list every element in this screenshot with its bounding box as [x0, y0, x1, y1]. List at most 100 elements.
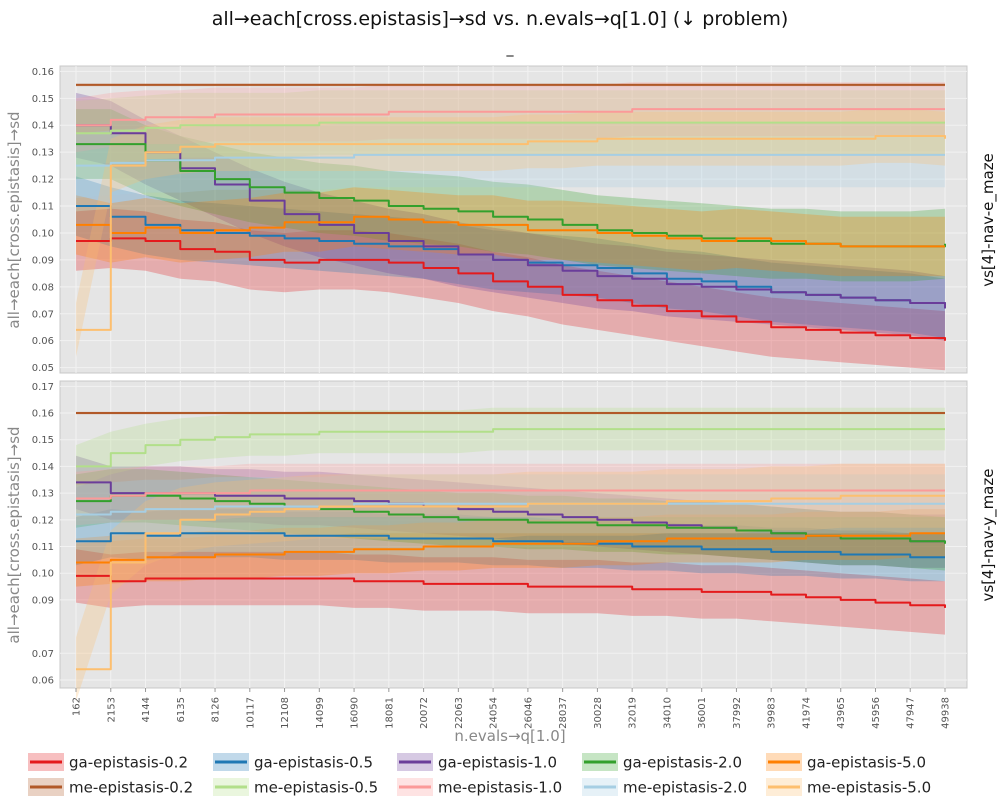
line-me-epistasis-2-0 [76, 153, 945, 167]
line-me-epistasis-0-5 [76, 121, 945, 135]
legend-label: ga-epistasis-0.2 [69, 754, 188, 772]
legend-label: me-epistasis-1.0 [438, 779, 562, 797]
line-ga-epistasis-0-2 [76, 574, 946, 608]
x-tick-label: 10117 [245, 697, 256, 729]
legend-label: me-epistasis-5.0 [807, 779, 931, 797]
y-tick-label: 0.12 [32, 515, 54, 526]
x-tick-label: 20072 [419, 697, 430, 729]
x-tick-label: 22063 [454, 697, 465, 729]
line-me-epistasis-0-5 [76, 428, 945, 468]
y-tick-label: 0.06 [32, 675, 54, 686]
y-tick-label: 0.09 [32, 595, 54, 606]
x-tick-label: 16090 [350, 697, 361, 729]
legend-label: ga-epistasis-1.0 [438, 754, 557, 772]
x-tick-label: 49938 [941, 697, 952, 729]
band-ga-epistasis-1-0 [76, 92, 945, 341]
series-lines [76, 412, 946, 671]
y-tick-label: 0.13 [32, 489, 54, 500]
x-tick-label: 26046 [523, 697, 534, 729]
y-tick-label: 0.09 [32, 255, 54, 266]
legend-item-me-epistasis-2-0: me-epistasis-2.0 [582, 778, 747, 797]
y-tick-label: 0.15 [32, 435, 54, 446]
band-me-epistasis-5-0 [76, 463, 945, 702]
legend-item-ga-epistasis-2-0: ga-epistasis-2.0 [582, 753, 742, 772]
x-axis-label: n.evals→q[1.0] [454, 727, 565, 745]
legend-item-ga-epistasis-1-0: ga-epistasis-1.0 [397, 753, 557, 772]
legend-label: ga-epistasis-0.5 [254, 754, 373, 772]
y-tick-label: 0.17 [32, 382, 54, 393]
facet-label-y-maze: vs[4]-nav-y_maze [979, 469, 998, 602]
band-me-epistasis-2-0 [76, 122, 945, 198]
x-tick-label: 8126 [211, 697, 222, 722]
line-me-epistasis-1-0 [76, 489, 945, 500]
x-tick-label: 12108 [280, 697, 291, 729]
legend-item-ga-epistasis-0-5: ga-epistasis-0.5 [213, 753, 373, 772]
x-tick-label: 39983 [767, 697, 778, 729]
facet-label-e-maze: vs[4]-nav-e_maze [979, 153, 998, 287]
legend-item-me-epistasis-0-2: me-epistasis-0.2 [28, 778, 193, 797]
band-me-epistasis-5-0 [76, 109, 945, 357]
y-tick-label: 0.16 [32, 409, 54, 420]
line-ga-epistasis-1-0 [76, 124, 946, 309]
x-tick-label: 41974 [802, 697, 813, 729]
y-tick-label: 0.08 [32, 282, 54, 293]
y-tick-label: 0.15 [32, 94, 54, 105]
line-ga-epistasis-0-5 [76, 532, 945, 559]
y-tick-label: 0.11 [32, 542, 54, 553]
line-ga-epistasis-5-0 [76, 215, 945, 248]
x-tick-label: 32019 [628, 697, 639, 729]
legend: ga-epistasis-0.2 ga-epistasis-0.5 ga-epist… [28, 753, 931, 797]
legend-label: me-epistasis-2.0 [623, 779, 747, 797]
panel-e-maze: 0.05 0.06 0.07 0.08 0.09 0.10 0.11 0.12 0.13 0.14… [32, 65, 968, 374]
y-tick-label: 0.07 [32, 309, 54, 320]
y-tick-label: 0.12 [32, 175, 54, 186]
line-me-epistasis-1-0 [76, 108, 945, 127]
line-me-epistasis-2-0 [76, 502, 945, 516]
series-lines [76, 83, 946, 341]
x-tick-label: 37992 [732, 697, 743, 729]
legend-label: me-epistasis-0.5 [254, 779, 378, 797]
y-tick-label: 0.13 [32, 148, 54, 159]
chart-subtitle: _ [506, 41, 515, 57]
x-tick-label: 36001 [697, 697, 708, 729]
chart-title: all→each[cross.epistasis]→sd vs. n.evals… [212, 8, 789, 30]
plot-background [59, 380, 968, 689]
band-me-epistasis-1-0 [76, 82, 945, 153]
band-me-epistasis-2-0 [76, 474, 945, 544]
x-tick-label: 18081 [384, 697, 395, 729]
band-ga-epistasis-0-5 [76, 176, 945, 338]
panel-y-maze: 0.06 0.07 0.09 0.10 0.11 0.12 0.13 0.14 0.15 0.16… [32, 380, 968, 702]
line-ga-epistasis-5-0 [76, 532, 945, 564]
legend-label: ga-epistasis-5.0 [807, 754, 926, 772]
legend-label: ga-epistasis-2.0 [623, 754, 742, 772]
legend-item-ga-epistasis-5-0: ga-epistasis-5.0 [766, 753, 926, 772]
line-ga-epistasis-0-2 [76, 237, 946, 341]
x-tick-label: 30028 [593, 697, 604, 729]
y-tick-label: 0.10 [32, 569, 54, 580]
x-tick-label: 28037 [558, 697, 569, 729]
line-me-epistasis-5-0 [76, 135, 946, 331]
x-tick-label: 45956 [871, 697, 882, 729]
y-tick-label: 0.16 [32, 67, 54, 78]
x-tick-label: 34010 [662, 697, 673, 729]
y-tick-label: 0.10 [32, 228, 54, 239]
y-tick-label: 0.05 [32, 363, 54, 374]
x-tick-label: 14099 [315, 697, 326, 729]
y-axis-label-bottom: all→each[cross.epistasis]→sd [5, 426, 23, 643]
legend-item-me-epistasis-1-0: me-epistasis-1.0 [397, 778, 562, 797]
x-tick-label: 4144 [141, 697, 152, 722]
legend-label: me-epistasis-0.2 [69, 779, 193, 797]
y-axis-label-top: all→each[cross.epistasis]→sd [5, 111, 23, 328]
legend-item-me-epistasis-5-0: me-epistasis-5.0 [766, 778, 931, 797]
x-axis-ticks: 162 2153 4144 6135 8126 10117 12108 14099 16090 1… [72, 688, 952, 729]
x-tick-label: 24054 [489, 697, 500, 729]
y-tick-label: 0.07 [32, 649, 54, 660]
x-tick-label: 47947 [906, 697, 917, 729]
y-tick-label: 0.14 [32, 121, 54, 132]
y-tick-label: 0.11 [32, 202, 54, 213]
x-tick-label: 2153 [106, 697, 117, 722]
legend-item-me-epistasis-0-5: me-epistasis-0.5 [213, 778, 378, 797]
y-tick-label: 0.06 [32, 336, 54, 347]
band-ga-epistasis-0-2 [76, 549, 945, 635]
